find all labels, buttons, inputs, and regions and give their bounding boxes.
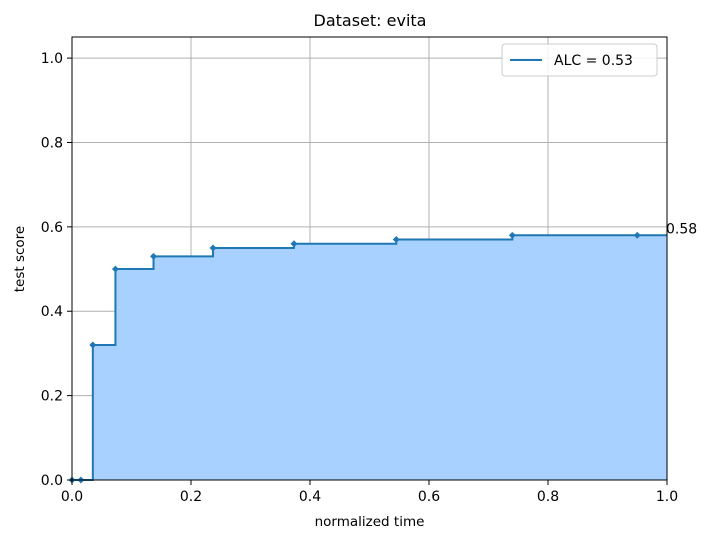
x-tick-label: 0.8 [537, 489, 559, 505]
series-lines [68, 231, 667, 484]
y-tick-label: 0.0 [41, 473, 63, 489]
data-point [149, 252, 158, 260]
legend: ALC = 0.53 [501, 43, 658, 77]
y-tick-label: 0.4 [41, 304, 63, 320]
data-point [89, 341, 97, 349]
x-tick-label: 0.0 [61, 489, 83, 505]
x-tick-label: 1.0 [656, 489, 678, 505]
x-tick-label: 0.4 [299, 489, 321, 505]
plot-frame [71, 36, 668, 481]
y-tick-label: 1.0 [41, 51, 63, 67]
legend-label: ALC = 0.53 [554, 53, 633, 69]
y-tick-label: 0.6 [41, 220, 63, 236]
y-axis-label: test score [12, 226, 28, 293]
y-tick-label: 0.8 [41, 135, 63, 151]
series-area [72, 235, 667, 480]
x-tick-label: 0.2 [180, 489, 202, 505]
chart-title: Dataset: evita [314, 11, 427, 30]
data-point [209, 244, 217, 252]
x-axis-label: normalized time [315, 514, 425, 530]
data-point [392, 235, 400, 244]
data-point [508, 231, 516, 239]
axes: 0.0 0.2 0.4 0.6 0.8 1.0 0.0 0.2 0.4 0.6 0.8 1.0 0.58 [41, 36, 697, 505]
data-point [633, 231, 641, 239]
data-point [290, 240, 298, 248]
legend-box [501, 43, 658, 77]
area-fill [72, 235, 667, 480]
data-point [111, 265, 119, 273]
annotation-label: 0.58 [666, 221, 697, 237]
x-tick-label: 0.6 [418, 489, 440, 505]
y-tick-label: 0.2 [41, 389, 63, 405]
